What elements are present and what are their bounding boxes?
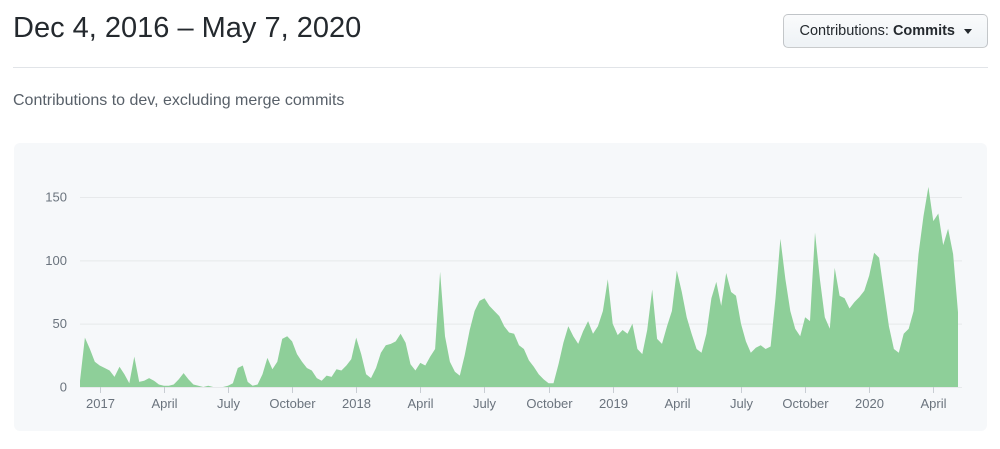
- x-axis-tick-label: 2020: [855, 396, 884, 411]
- y-axis-tick-label: 0: [60, 380, 67, 395]
- x-axis-tick-label: April: [407, 396, 433, 411]
- chart-description: Contributions to dev, excluding merge co…: [13, 92, 345, 109]
- x-axis-tick-label: April: [920, 396, 946, 411]
- y-axis-tick-label: 50: [53, 316, 67, 331]
- contributions-filter-button[interactable]: Contributions: Commits: [783, 14, 988, 48]
- dropdown-caret-icon: [964, 28, 972, 34]
- filter-selected-value: Commits: [892, 23, 955, 39]
- filter-label: Contributions:: [799, 23, 889, 39]
- y-axis-tick-label: 100: [45, 253, 67, 268]
- x-axis-tick-label: April: [151, 396, 177, 411]
- x-axis-tick-label: July: [730, 396, 754, 411]
- x-axis-tick-label: October: [526, 396, 573, 411]
- x-axis-tick-label: 2017: [86, 396, 115, 411]
- header-divider: [13, 67, 988, 68]
- page-title: Dec 4, 2016 – May 7, 2020: [13, 12, 362, 44]
- x-axis-tick-label: 2019: [599, 396, 628, 411]
- x-axis-tick-label: July: [217, 396, 241, 411]
- contributions-chart-panel: 0 50 100 150 2017 April July October 2018 April Ju…: [14, 143, 987, 431]
- x-axis-tick-label: April: [664, 396, 690, 411]
- contributions-area-chart: 0 50 100 150 2017 April July October 2018 April Ju…: [45, 186, 962, 411]
- commits-area-series: [80, 186, 958, 387]
- y-axis-tick-label: 150: [45, 190, 67, 205]
- x-axis-tick-label: 2018: [342, 396, 371, 411]
- x-axis-tick-label: October: [782, 396, 829, 411]
- x-axis-tick-label: October: [269, 396, 316, 411]
- x-axis-tick-label: July: [473, 396, 497, 411]
